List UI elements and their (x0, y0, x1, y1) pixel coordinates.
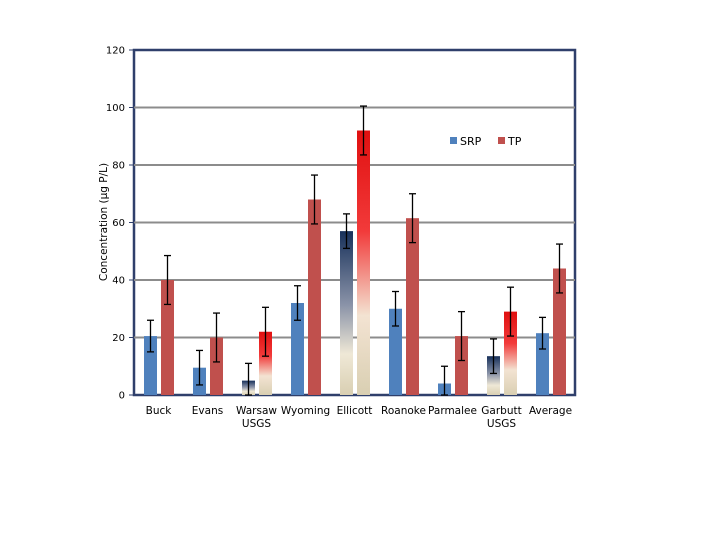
x-category-label: Roanoke (381, 405, 426, 417)
bar-tp-1 (161, 280, 174, 395)
error-bar-tp-5 (360, 105, 367, 156)
y-tick-label: 40 (112, 276, 125, 287)
bar-tp-2 (210, 337, 223, 395)
bar-tp-5 (357, 130, 370, 395)
error-bar-tp-8 (507, 286, 514, 337)
x-category-label: Warsaw USGS (236, 405, 277, 430)
bar-srp-5 (340, 231, 353, 395)
bar-tp-9 (553, 268, 566, 395)
error-bar-tp-1 (164, 254, 171, 306)
legend-label-tp: TP (507, 135, 522, 148)
y-tick-label: 80 (112, 161, 125, 172)
y-tick-label: 60 (112, 218, 125, 229)
error-bar-srp-9 (539, 316, 546, 350)
bar-srp-4 (291, 303, 304, 395)
error-bar-tp-9 (556, 243, 563, 294)
bar-srp-1 (144, 336, 157, 395)
y-tick-label: 120 (106, 46, 125, 57)
error-bar-srp-8 (490, 338, 497, 375)
x-category-label: Parmalee (428, 405, 477, 417)
error-bar-srp-3 (245, 362, 252, 396)
legend-label-srp: SRP (460, 135, 482, 148)
x-category-label: Average (529, 405, 572, 417)
bar-tp-4 (308, 199, 321, 395)
x-axis-categories: Buck Evans Warsaw USGS Wyoming Ellicott Roanok… (146, 405, 572, 430)
bar-tp-7 (455, 336, 468, 395)
error-bar-tp-6 (409, 193, 416, 244)
legend: SRP TP (450, 135, 522, 148)
x-category-label: Buck (146, 405, 173, 417)
legend-swatch-tp (498, 137, 505, 144)
x-category-label: Ellicott (337, 405, 373, 417)
x-category-label: Garbutt USGS (481, 405, 521, 430)
error-bar-tp-3 (262, 306, 269, 357)
error-bar-tp-7 (458, 310, 465, 362)
error-bar-tp-2 (213, 312, 220, 363)
error-bar-tp-4 (311, 174, 318, 225)
bar-srp-6 (389, 308, 402, 395)
y-axis-ticks: 0 20 40 60 80 100 120 (106, 46, 134, 402)
error-bar-srp-4 (294, 285, 301, 321)
y-tick-label: 100 (106, 103, 125, 114)
gridlines (134, 106, 575, 339)
y-tick-label: 20 (112, 333, 125, 344)
y-tick-label: 0 (119, 391, 125, 402)
x-category-label: Wyoming (281, 405, 330, 417)
y-axis-title: Concentration (µg P/L) (98, 163, 110, 281)
error-bar-srp-1 (147, 319, 154, 353)
error-bars (147, 105, 563, 396)
error-bar-srp-6 (392, 290, 399, 327)
legend-swatch-srp (450, 137, 457, 144)
error-bar-srp-5 (343, 213, 350, 250)
bar-tp-6 (406, 218, 419, 395)
bar-tp-8 (504, 311, 517, 395)
bar-srp-8 (487, 356, 500, 395)
error-bar-srp-2 (196, 349, 203, 386)
bar-tp-3 (259, 331, 272, 395)
error-bar-srp-7 (441, 365, 448, 396)
x-category-label: Evans (192, 405, 223, 417)
